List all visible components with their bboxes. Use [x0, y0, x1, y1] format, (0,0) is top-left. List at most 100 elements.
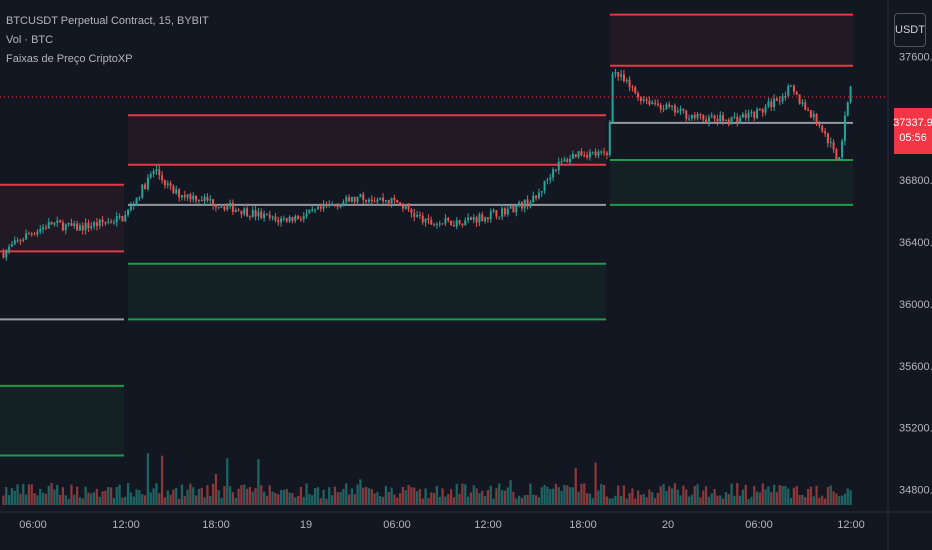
volume-bar — [155, 483, 158, 505]
candle-body — [529, 202, 532, 207]
candle-body — [835, 149, 838, 160]
candle-body — [407, 204, 410, 210]
candle-body — [16, 240, 19, 242]
candle-body — [744, 113, 747, 118]
volume-bar — [427, 498, 430, 505]
candle-body — [118, 216, 121, 218]
candle-body — [152, 171, 155, 175]
volume-bar — [413, 487, 416, 505]
volume-bar — [257, 459, 260, 505]
candle-body — [591, 151, 594, 153]
price-band-indicator-title[interactable]: Faixas de Preço CriptoXP — [6, 53, 133, 65]
volume-bar — [821, 495, 824, 505]
candle-body — [308, 209, 311, 214]
candle-body — [319, 206, 322, 209]
volume-bar — [452, 497, 456, 505]
candle-body — [512, 205, 515, 213]
volume-bar — [608, 498, 611, 505]
candle-body — [563, 159, 566, 162]
volume-bar — [597, 490, 600, 505]
volume-bar — [486, 490, 490, 505]
volume-bar — [503, 490, 507, 505]
volume-bar — [653, 498, 657, 505]
volume-bar — [27, 484, 31, 505]
lower-zone — [610, 160, 853, 205]
volume-bar — [268, 485, 271, 505]
candle-body — [379, 197, 382, 200]
symbol-title[interactable]: BTCUSDT Perpetual Contract, 15, BYBIT — [6, 15, 209, 27]
candle-body — [178, 189, 181, 198]
candle-body — [251, 210, 254, 217]
candle-body — [549, 177, 552, 180]
currency-button[interactable]: USDT — [894, 13, 926, 47]
candle-body — [353, 196, 356, 202]
volume-bar — [464, 484, 467, 505]
candle-body — [59, 220, 62, 223]
volume-bar — [214, 474, 218, 505]
volume-bar — [789, 497, 793, 505]
candle-body — [280, 218, 283, 223]
candle-body — [481, 214, 484, 222]
candle-body — [461, 223, 464, 226]
volume-bar — [461, 483, 464, 505]
candle-body — [127, 209, 130, 216]
candle-body — [574, 154, 577, 157]
candle-body — [382, 197, 385, 202]
volume-bar — [574, 467, 577, 505]
candle-body — [532, 195, 535, 203]
volume-bar — [347, 494, 351, 505]
volume-bar — [687, 496, 691, 505]
volume-bar — [849, 490, 852, 505]
volume-bar — [733, 495, 736, 505]
candle-body — [90, 226, 93, 229]
candle-body — [673, 105, 676, 113]
candle-body — [61, 222, 64, 231]
candle-body — [688, 118, 691, 120]
candle-body — [263, 213, 266, 218]
candle-body — [489, 211, 492, 220]
volume-bar — [498, 483, 501, 505]
candle-body — [843, 115, 846, 141]
volume-bar — [115, 487, 118, 505]
candle-body — [158, 169, 161, 176]
candle-body — [209, 199, 212, 201]
volume-bar — [537, 497, 541, 505]
volume-bar — [206, 485, 209, 505]
candle-body — [611, 73, 614, 123]
volume-bar — [319, 498, 322, 505]
volume-bar — [826, 486, 830, 505]
candle-body — [401, 204, 404, 209]
volume-bar — [336, 492, 339, 505]
volume-bar — [583, 483, 586, 505]
candle-body — [566, 159, 569, 163]
volume-bar — [483, 496, 487, 505]
volume-bar — [124, 496, 127, 505]
volume-bar — [387, 492, 390, 505]
volume-bar — [194, 495, 198, 505]
volume-bar — [605, 496, 609, 505]
candle-body — [733, 116, 736, 118]
candle-body — [614, 72, 617, 74]
volume-bar — [702, 490, 705, 505]
candle-body — [25, 233, 28, 240]
candle-body — [107, 221, 110, 223]
volume-bar — [220, 498, 223, 505]
volume-bar — [710, 493, 713, 505]
volume-bar — [809, 486, 813, 505]
candle-body — [396, 199, 399, 203]
candle-body — [268, 214, 271, 218]
volume-bar — [557, 487, 560, 505]
candle-body — [393, 197, 396, 200]
candle-body — [149, 174, 152, 178]
candle-body — [693, 114, 696, 119]
candle-body — [81, 225, 84, 231]
volume-bar — [795, 485, 798, 505]
volume-bar — [602, 485, 606, 505]
volume-indicator-title[interactable]: Vol · BTC — [6, 34, 54, 46]
candle-body — [294, 216, 297, 222]
candle-body — [804, 102, 807, 110]
candle-body — [413, 213, 416, 217]
volume-bar — [444, 496, 447, 505]
candle-body — [809, 110, 812, 118]
